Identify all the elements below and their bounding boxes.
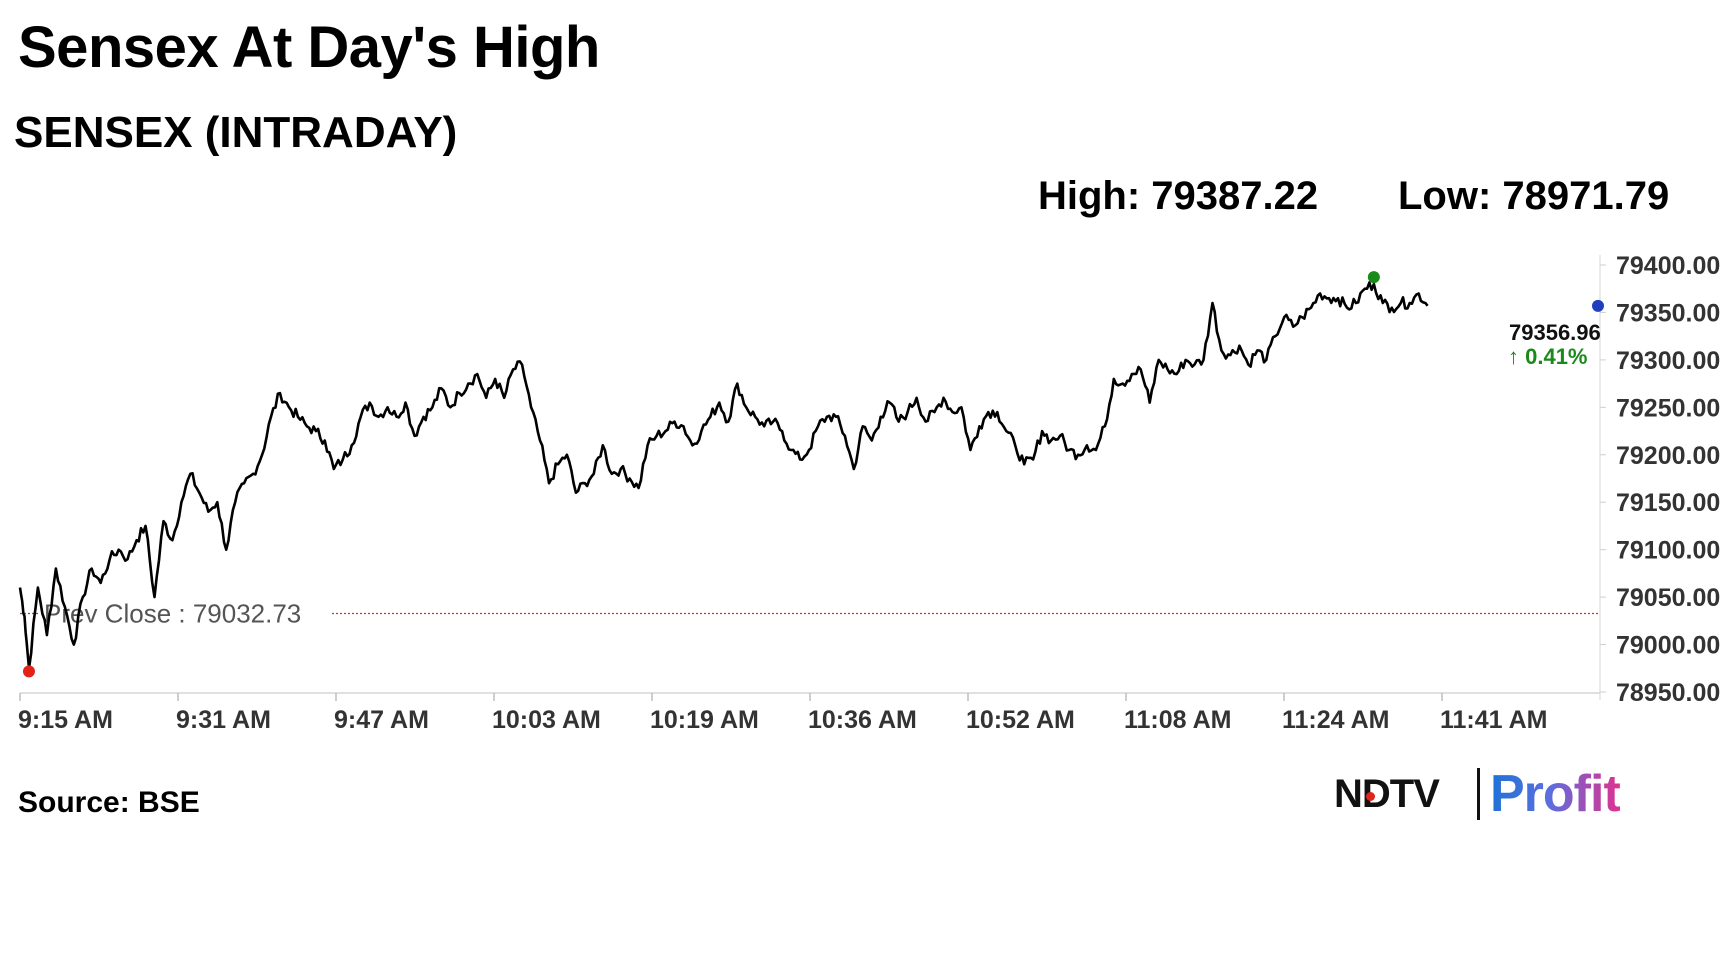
x-tick-label: 9:47 AM [334,706,429,734]
prev-close-label: Prev Close : 79032.73 [44,598,301,628]
x-tick-label: 10:36 AM [808,706,917,734]
x-tick-label: 11:41 AM [1440,706,1547,734]
low-point-marker [22,665,35,678]
x-axis: 9:15 AM 9:31 AM 9:47 AM 10:03 AM 10:19 AM 10:… [18,692,1600,734]
high-point-marker [1367,271,1380,284]
logo-ndtv-text: NDTV [1334,772,1440,816]
x-tick-label: 9:31 AM [176,706,271,734]
day-low-label: Low: 78971.79 [1398,174,1670,218]
logo-profit-text: Profit [1490,765,1621,823]
y-tick-label: 78950.00 [1616,679,1720,707]
ndtv-profit-logo: NDTV Profit [1334,765,1634,824]
y-tick-label: 79000.00 [1616,632,1720,660]
y-axis: 79400.00 79350.00 79300.00 79250.00 79200.00… [1599,252,1720,707]
y-tick-label: 79300.00 [1616,347,1720,375]
x-tick-label: 10:19 AM [650,706,759,734]
x-tick-label: 10:52 AM [966,706,1075,734]
x-tick-label: 11:08 AM [1124,706,1231,734]
y-tick-label: 79350.00 [1616,299,1720,327]
prev-close-label-bg [40,595,330,632]
y-tick-label: 79200.00 [1616,442,1720,470]
y-tick-label: 79100.00 [1616,537,1720,565]
last-value-label: 79356.96 [1509,320,1601,345]
chart-title: SENSEX (INTRADAY) [14,108,458,157]
logo-divider [1477,768,1480,820]
point-markers [22,271,1604,678]
y-tick-label: 79050.00 [1616,584,1720,612]
source-note: Source: BSE [18,786,200,819]
intraday-line-chart: 79400.00 79350.00 79300.00 79250.00 79200.00… [18,252,1720,734]
x-tick-label: 11:24 AM [1282,706,1389,734]
last-point-marker [1592,299,1604,312]
y-tick-label: 79250.00 [1616,394,1720,422]
day-high-label: High: 79387.22 [1038,174,1319,218]
sensex-series-line [18,281,1429,670]
y-tick-label: 79400.00 [1616,252,1720,280]
y-tick-label: 79150.00 [1616,489,1720,517]
headline: Sensex At Day's High [18,15,600,80]
logo-red-dot-icon [1366,792,1375,801]
x-tick-label: 10:03 AM [492,706,601,734]
last-change-label: ↑ 0.41% [1508,344,1588,369]
x-tick-label: 9:15 AM [18,706,113,734]
